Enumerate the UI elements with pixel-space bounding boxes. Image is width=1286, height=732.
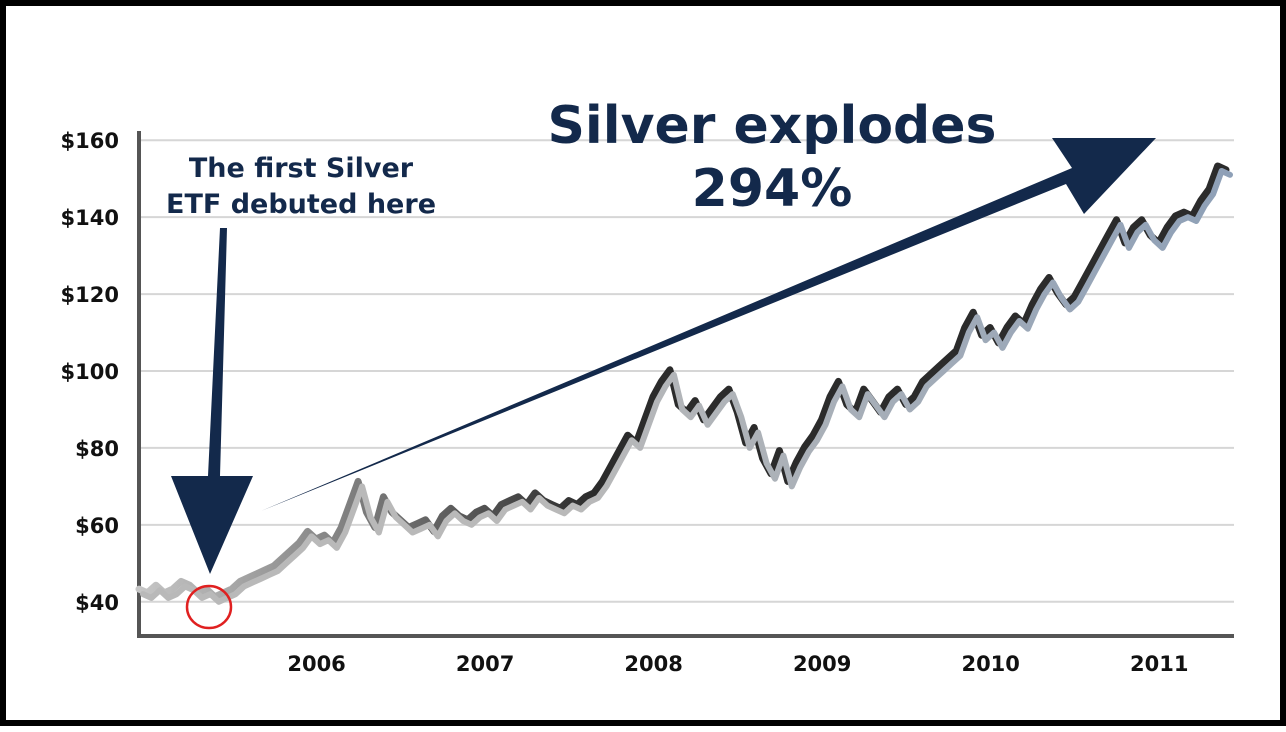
silver-price-line (140, 168, 1233, 605)
y-tick-label-120: $120 (61, 283, 119, 307)
y-tick-label-140: $140 (61, 206, 119, 230)
x-tick-label-2011: 2011 (1130, 652, 1188, 676)
gridlines (139, 139, 1234, 603)
silver-price-chart: $40$60$80$100$120$140$160 2006 2007 2008 20… (61, 96, 1234, 676)
x-tick-label-2009: 2009 (793, 652, 851, 676)
y-tick-label-60: $60 (75, 514, 119, 538)
silver-price-line-shadow (135, 162, 1230, 601)
x-tick-label-2006: 2006 (287, 652, 345, 676)
y-tick-labels: $40 $60 $80 $100 $120 $140 $160 (61, 129, 119, 615)
y-tick-label-80: $80 (75, 437, 119, 461)
etf-debut-arrow (171, 228, 253, 574)
silver-price-series (135, 162, 1233, 605)
chart-title-value: 294% (692, 159, 853, 219)
x-tick-labels: 2006 2007 2008 2009 2010 2011 (287, 652, 1188, 676)
axes (137, 131, 1234, 638)
x-tick-label-2008: 2008 (624, 652, 682, 676)
annotation-line-1: The first Silver (189, 153, 414, 184)
annotation-line-2: ETF debuted here (166, 189, 436, 220)
etf-debut-marker-circle (185, 584, 233, 630)
x-tick-label-2007: 2007 (456, 652, 514, 676)
chart-title: Silver explodes (547, 96, 996, 156)
y-tick-label-40: $40 (75, 591, 119, 615)
y-tick-label-160: $160 (61, 129, 119, 153)
y-tick-label-100: $100 (61, 360, 119, 384)
trend-arrow (261, 138, 1156, 511)
x-tick-label-2010: 2010 (961, 652, 1019, 676)
